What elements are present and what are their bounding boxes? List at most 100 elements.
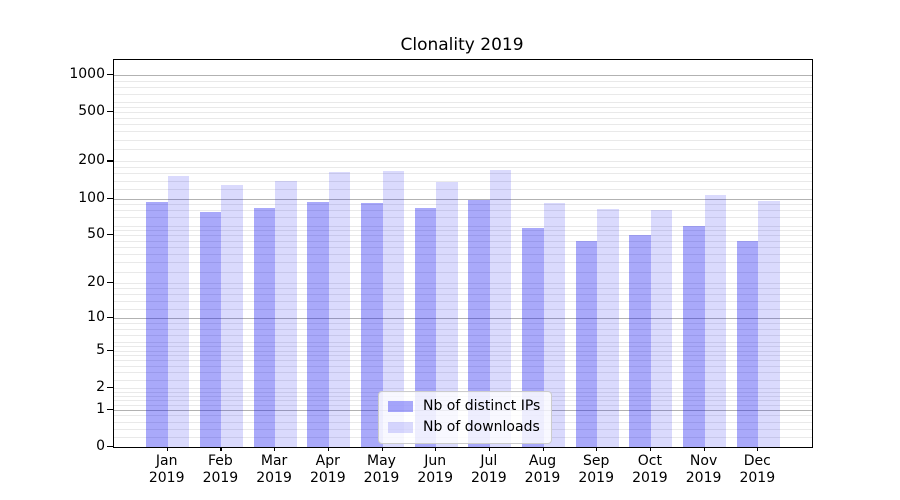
bar-distinct-ips-apr [307, 202, 329, 447]
minor-gridline-25 [114, 271, 812, 273]
minor-gridline-600 [114, 102, 812, 104]
y-tick-label-1: 1 [96, 400, 105, 417]
y-tick-mark-2 [107, 386, 113, 388]
x-tick-label-may: May 2019 [347, 453, 417, 487]
x-tick-mark-jun [435, 447, 437, 451]
bar-downloads-sep [597, 209, 619, 447]
legend: Nb of distinct IPs Nb of downloads [378, 391, 553, 444]
bar-distinct-ips-sep [575, 240, 598, 447]
minor-gridline-5.5 [114, 346, 812, 348]
minor-gridline-60 [114, 225, 812, 227]
x-tick-mark-may [381, 447, 383, 451]
bar-distinct-ips-jan [146, 202, 168, 447]
bar-downloads-nov [704, 194, 727, 447]
minor-gridline-800 [114, 86, 812, 88]
minor-gridline-5 [114, 350, 812, 352]
bar-distinct-ips-may [361, 202, 383, 447]
x-tick-year: 2019 [685, 470, 722, 486]
legend-label-distinct-ips: Nb of distinct IPs [423, 398, 541, 414]
minor-gridline-14 [114, 301, 812, 303]
minor-gridline-550 [114, 107, 812, 109]
x-tick-year: 2019 [309, 470, 346, 486]
minor-gridline-30 [114, 262, 812, 264]
x-tick-year: 2019 [524, 470, 561, 486]
x-tick-month: Nov [689, 453, 718, 469]
minor-gridline-180 [114, 167, 812, 168]
bar-distinct-ips-jun [414, 208, 437, 447]
x-tick-mark-nov [703, 447, 705, 451]
y-tick-mark-1 [107, 408, 113, 410]
y-tick-label-1000: 1000 [69, 65, 105, 82]
bar-downloads-feb [221, 184, 243, 447]
minor-gridline-45 [114, 240, 812, 242]
x-tick-mark-apr [327, 447, 329, 451]
major-gridline-1000 [114, 74, 812, 76]
x-tick-month: Jan [155, 453, 178, 469]
minor-gridline-2.5 [114, 379, 812, 381]
minor-gridline-12 [114, 308, 812, 310]
y-tick-label-10: 10 [87, 308, 105, 325]
y-tick-label-200: 200 [78, 152, 105, 169]
y-tick-mark-20 [107, 282, 113, 284]
y-tick-mark-500 [107, 111, 113, 113]
y-tick-mark-50 [107, 234, 113, 236]
x-tick-year: 2019 [202, 470, 239, 486]
minor-gridline-9 [114, 323, 812, 324]
x-tick-label-feb: Feb 2019 [185, 453, 255, 487]
minor-gridline-8 [114, 328, 812, 330]
legend-swatch-distinct-ips [388, 401, 413, 412]
minor-gridline-6 [114, 342, 812, 344]
x-tick-month: Sep [582, 453, 610, 469]
x-tick-label-nov: Nov 2019 [669, 453, 739, 487]
bar-downloads-jan [167, 176, 190, 447]
x-tick-month: Feb [207, 453, 233, 469]
bar-downloads-mar [275, 180, 297, 447]
legend-swatch-downloads [388, 422, 413, 433]
x-tick-label-jun: Jun 2019 [400, 453, 470, 487]
minor-gridline-140 [114, 180, 812, 182]
bar-distinct-ips-dec [736, 240, 759, 447]
minor-gridline-700 [114, 94, 812, 96]
plot-area: Nb of distinct IPs Nb of downloads [113, 59, 813, 448]
x-tick-year: 2019 [256, 470, 292, 486]
x-tick-mark-dec [757, 447, 759, 451]
y-tick-mark-5 [107, 349, 113, 351]
minor-gridline-20 [114, 283, 812, 284]
y-tick-mark-10 [107, 316, 113, 319]
bar-distinct-ips-jul [468, 200, 490, 447]
bar-distinct-ips-mar [253, 207, 276, 447]
minor-gridline-120 [114, 188, 812, 190]
x-tick-label-jan: Jan 2019 [132, 453, 202, 487]
y-tick-label-5: 5 [96, 341, 105, 358]
minor-gridline-4.5 [114, 355, 812, 357]
minor-gridline-55 [114, 230, 812, 232]
x-tick-year: 2019 [578, 470, 614, 486]
x-tick-month: Jul [480, 453, 498, 469]
legend-label-downloads: Nb of downloads [423, 419, 540, 435]
x-tick-label-apr: Apr 2019 [293, 453, 363, 487]
y-tick-mark-0 [107, 446, 113, 448]
x-tick-mark-jul [488, 447, 490, 451]
y-tick-mark-200 [107, 160, 113, 162]
minor-gridline-70 [114, 217, 812, 219]
major-gridline-10 [114, 317, 812, 319]
x-tick-label-oct: Oct 2019 [615, 453, 685, 487]
x-tick-year: 2019 [470, 470, 507, 486]
x-tick-mark-feb [220, 447, 222, 451]
minor-gridline-40 [114, 247, 812, 248]
bar-downloads-oct [650, 210, 673, 447]
y-tick-label-20: 20 [87, 274, 105, 290]
x-tick-year: 2019 [363, 470, 400, 486]
minor-gridline-160 [114, 173, 812, 175]
minor-gridline-350 [114, 131, 812, 133]
x-tick-label-sep: Sep 2019 [561, 453, 631, 487]
bar-distinct-ips-feb [199, 211, 222, 447]
minor-gridline-300 [114, 139, 812, 141]
bar-downloads-apr [328, 171, 351, 447]
minor-gridline-3 [114, 372, 812, 374]
bar-distinct-ips-oct [629, 235, 651, 447]
x-tick-year: 2019 [739, 470, 776, 486]
x-tick-month: Jun [424, 453, 447, 469]
minor-gridline-50 [114, 235, 812, 237]
